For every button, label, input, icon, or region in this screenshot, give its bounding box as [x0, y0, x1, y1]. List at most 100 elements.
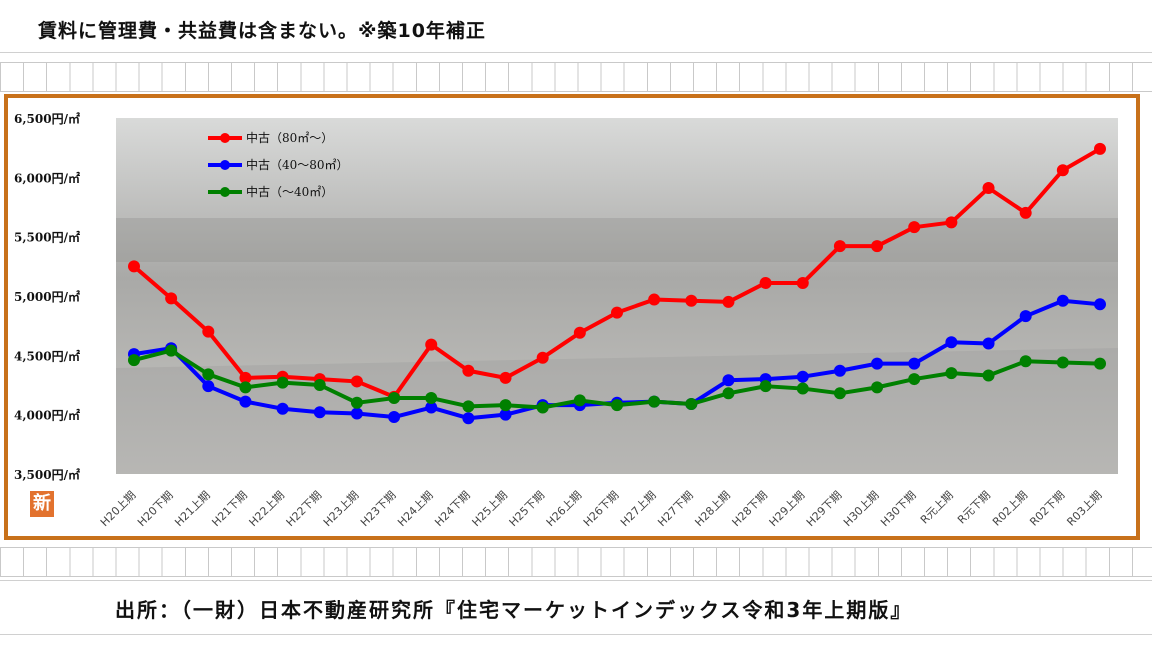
x-tick-label: H24上期 — [395, 489, 436, 530]
data-point — [871, 357, 884, 370]
data-point — [499, 371, 512, 384]
data-point — [499, 408, 512, 421]
data-point — [239, 395, 252, 408]
data-point — [573, 394, 586, 407]
data-point — [425, 401, 438, 414]
series-group — [128, 142, 1106, 425]
data-point — [648, 395, 661, 408]
legend: 中古（80㎡～） 中古（40～80㎡） 中古（～40㎡） — [208, 130, 349, 199]
x-tick-label: H28上期 — [692, 489, 733, 530]
legend-marker — [220, 160, 230, 170]
divider-line — [0, 580, 1152, 581]
data-point — [945, 336, 958, 349]
data-point — [239, 371, 252, 384]
y-tick-label: 5,000円/㎡ — [14, 289, 80, 304]
x-tick-label: H25下期 — [507, 489, 548, 530]
x-tick-label: R03上期 — [1064, 489, 1104, 529]
x-tick-label: H22上期 — [247, 489, 288, 530]
data-point — [536, 351, 549, 364]
data-point — [462, 412, 475, 425]
legend-marker — [220, 187, 230, 197]
data-point — [871, 240, 884, 253]
y-axis: 3,500円/㎡ 4,000円/㎡ 4,500円/㎡ 5,000円/㎡ 5,500円/㎡… — [14, 111, 80, 482]
data-point — [833, 364, 846, 377]
x-tick-label: H20下期 — [135, 489, 176, 530]
x-tick-label: H23下期 — [358, 489, 399, 530]
legend-label: 中古（40～80㎡） — [246, 157, 349, 172]
x-tick-label: H26上期 — [544, 489, 585, 530]
data-point — [462, 364, 475, 377]
x-tick-label: H25上期 — [469, 489, 510, 530]
data-point — [388, 392, 401, 405]
data-point — [908, 357, 921, 370]
data-point — [425, 392, 438, 405]
series-0 — [128, 142, 1106, 403]
legend-label: 中古（～40㎡） — [246, 184, 333, 199]
data-point — [388, 411, 401, 424]
grid-band-top — [0, 62, 1152, 92]
data-point — [128, 354, 140, 367]
y-tick-label: 6,000円/㎡ — [14, 170, 80, 185]
x-tick-label: H29下期 — [804, 489, 845, 530]
data-point — [611, 306, 623, 319]
chart-note: 賃料に管理費・共益費は含まない。※築10年補正 — [38, 20, 486, 42]
grid-band-bottom — [0, 547, 1152, 577]
data-point — [425, 338, 438, 351]
data-point — [759, 276, 772, 289]
data-point — [350, 407, 363, 420]
x-tick-label: H23上期 — [321, 489, 362, 530]
data-point — [908, 221, 921, 234]
x-tick-label: H22下期 — [284, 489, 325, 530]
x-tick-label: H30下期 — [878, 489, 919, 530]
data-point — [982, 182, 995, 195]
y-tick-label: 4,000円/㎡ — [14, 408, 80, 423]
data-point — [1056, 294, 1069, 307]
data-point — [239, 381, 252, 394]
data-point — [945, 216, 958, 229]
data-point — [871, 381, 884, 394]
data-point — [313, 379, 326, 391]
data-point — [722, 387, 735, 400]
x-tick-label: H27上期 — [618, 489, 659, 530]
data-point — [276, 376, 289, 389]
data-point — [276, 402, 289, 415]
data-point — [462, 400, 475, 413]
data-point — [1094, 142, 1106, 155]
data-point — [833, 387, 846, 400]
x-tick-label: H27下期 — [655, 489, 696, 530]
data-point — [1019, 355, 1032, 368]
overpass-shape — [116, 218, 1118, 262]
x-tick-label: R02下期 — [1027, 489, 1067, 529]
data-point — [165, 292, 178, 305]
data-point — [1019, 310, 1032, 323]
y-tick-label: 4,500円/㎡ — [14, 348, 80, 363]
data-point — [573, 326, 586, 339]
data-point — [796, 276, 809, 289]
data-point — [796, 382, 809, 395]
data-point — [982, 337, 995, 350]
x-tick-label: H21下期 — [209, 489, 250, 530]
data-point — [350, 375, 363, 388]
data-point — [685, 294, 698, 307]
data-point — [536, 401, 549, 414]
data-point — [648, 293, 661, 306]
divider-line — [0, 634, 1152, 635]
data-point — [722, 295, 735, 308]
source-citation: 出所：（一財）日本不動産研究所『住宅マーケットインデックス令和3年上期版』 — [115, 598, 913, 622]
data-point — [611, 399, 623, 412]
data-point — [202, 368, 215, 381]
x-tick-label: H29上期 — [767, 489, 808, 530]
x-tick-label: R元下期 — [955, 489, 993, 527]
data-point — [1056, 356, 1069, 369]
data-point — [945, 367, 958, 380]
x-tick-label: R02上期 — [990, 489, 1030, 529]
x-axis: H20上期H20下期H21上期H21下期H22上期H22下期H23上期H23下期… — [98, 489, 1105, 530]
x-tick-label: H20上期 — [98, 489, 139, 530]
chart-frame: 3,500円/㎡ 4,000円/㎡ 4,500円/㎡ 5,000円/㎡ 5,500円/㎡… — [4, 94, 1140, 540]
data-point — [202, 325, 215, 338]
y-tick-label: 6,500円/㎡ — [14, 111, 80, 126]
data-point — [313, 406, 326, 419]
x-tick-label: H26下期 — [581, 489, 622, 530]
line-chart: 3,500円/㎡ 4,000円/㎡ 4,500円/㎡ 5,000円/㎡ 5,500円/㎡… — [14, 111, 1118, 530]
x-tick-label: H30上期 — [841, 489, 882, 530]
